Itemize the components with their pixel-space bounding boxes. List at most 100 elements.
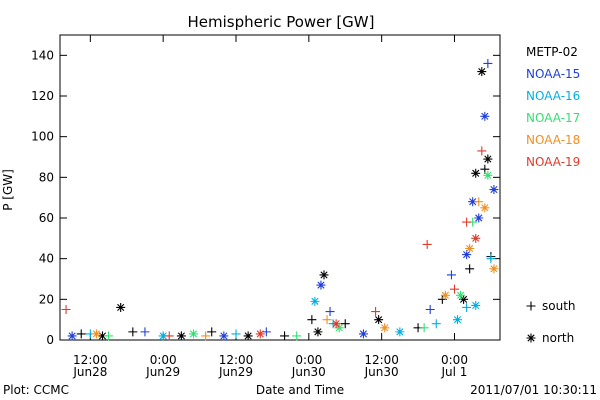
plus-marker [104,331,114,341]
y-axis-ticks: 0 20 40 60 80 100 120 140 [31,48,500,347]
y-tick-label: 100 [31,130,54,144]
plus-marker [201,331,211,341]
plus-marker [483,58,493,68]
plus-marker [474,197,484,207]
asterisk-marker [189,329,199,339]
plus-marker [419,323,429,333]
asterisk-marker [465,244,475,253]
y-tick-label: 40 [39,252,54,266]
series-noaa-16 [85,254,496,341]
asterisk-marker [471,168,481,178]
plus-marker [325,307,335,317]
asterisk-marker [319,270,329,280]
plus-marker [307,315,317,325]
asterisk-marker [459,294,469,304]
x-tick-date-label: Jun29 [145,365,180,379]
x-tick-time-label: 0:00 [150,353,177,367]
asterisk-marker [471,233,481,243]
footer-credit: Plot: CCMC [3,383,69,397]
asterisk-marker [474,213,484,223]
plus-marker [371,307,381,317]
asterisk-marker [331,319,341,329]
plot-frame [59,34,501,341]
asterisk-marker [316,280,326,290]
plus-marker [462,217,472,227]
asterisk-marker [310,296,320,306]
asterisk-marker [471,300,481,310]
plus-marker [76,329,86,339]
legend-item: NOAA-16 [526,89,580,103]
plus-marker [526,301,536,311]
y-tick-label: 0 [46,333,54,347]
asterisk-marker [313,327,323,337]
asterisk-marker [489,264,499,274]
x-tick-time-label: 12:00 [219,353,254,367]
series-noaa-15 [67,58,499,341]
plus-marker [340,319,350,329]
asterisk-marker [468,197,478,207]
marker-legend: south north [526,299,576,345]
asterisk-marker [440,290,450,300]
x-tick-time-label: 12:00 [364,353,399,367]
asterisk-marker [395,327,405,337]
plus-marker [446,270,456,280]
y-tick-label: 20 [39,292,54,306]
legend-item: METP-02 [526,45,578,59]
series-noaa-17 [104,170,493,341]
asterisk-marker [334,323,344,333]
asterisk-marker [91,329,101,339]
legend-item: NOAA-18 [526,133,580,147]
asterisk-marker [480,203,490,213]
plus-marker [486,254,496,264]
plus-marker [231,329,241,339]
plus-marker [164,331,174,341]
plus-marker [449,284,459,294]
asterisk-marker [453,315,463,325]
y-tick-label: 80 [39,170,54,184]
asterisk-marker [243,331,253,341]
y-tick-label: 140 [31,48,54,62]
x-tick-date-label: Jun29 [218,365,253,379]
x-tick-date-label: Jun28 [72,365,107,379]
asterisk-marker [483,154,493,164]
asterisk-marker [526,333,536,343]
plus-marker [280,331,290,341]
series-legend: METP-02 NOAA-15 NOAA-16 NOAA-17 NOAA-18 NOAA-… [526,45,580,169]
plus-marker [431,319,441,329]
asterisk-marker [176,331,186,341]
series-metp-02 [76,67,496,341]
x-tick-time-label: 0:00 [295,353,322,367]
asterisk-marker [480,111,490,121]
asterisk-marker [483,170,493,180]
x-tick-date-label: Jul 1 [441,365,468,379]
series-noaa-19 [61,146,487,341]
chart-title: Hemispheric Power [GW] [188,13,375,31]
asterisk-marker [255,329,265,339]
marker-legend-label: south [542,299,576,313]
footer-timestamp: 2011/07/01 10:30:11 [470,383,597,397]
plus-marker [140,327,150,337]
plus-marker [207,327,217,337]
plus-marker [292,331,302,341]
legend-item: NOAA-19 [526,155,580,169]
asterisk-marker [116,302,126,312]
plus-marker [322,315,332,325]
asterisk-marker [158,331,168,341]
asterisk-marker [456,290,466,300]
series-noaa-18 [91,197,499,341]
x-axis-label: Date and Time [256,383,344,397]
x-axis-ticks: 12:00Jun280:00Jun2912:00Jun290:00Jun3012… [72,35,468,379]
x-tick-date-label: Jun30 [291,365,326,379]
legend-item: NOAA-17 [526,111,580,125]
x-tick-time-label: 0:00 [441,353,468,367]
y-tick-label: 60 [39,211,54,225]
data-markers [61,58,499,341]
plus-marker [422,239,432,249]
y-axis-label: P [GW] [1,169,15,211]
plus-marker [462,302,472,312]
asterisk-marker [358,329,368,339]
x-tick-date-label: Jun30 [364,365,399,379]
asterisk-marker [380,323,390,333]
asterisk-marker [67,331,77,341]
